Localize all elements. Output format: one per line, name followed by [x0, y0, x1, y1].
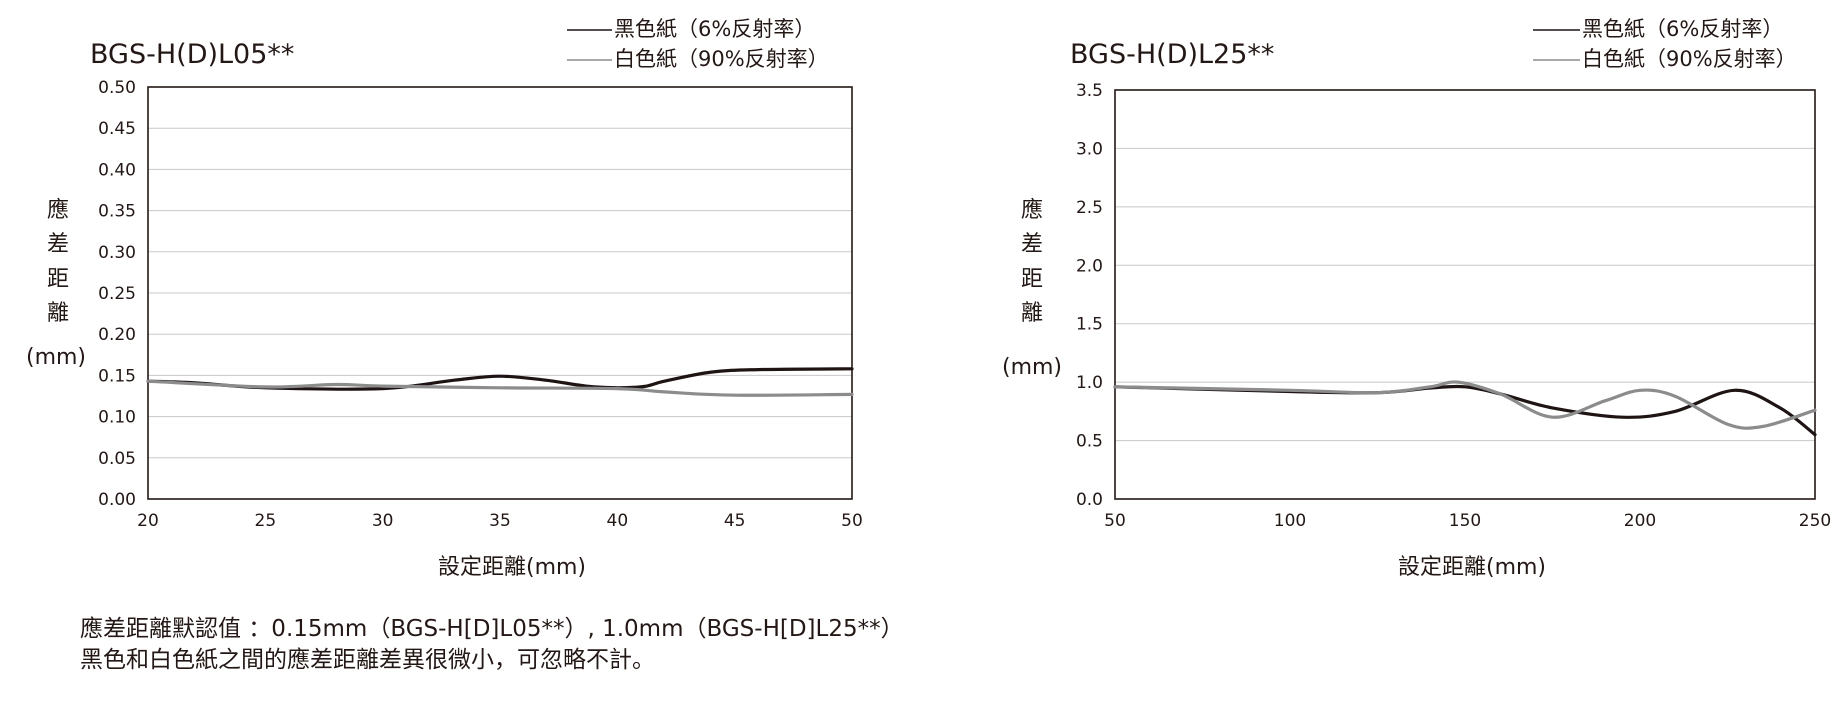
x-tick-label: 50	[1104, 511, 1126, 531]
y-tick-label: 3.5	[1076, 81, 1103, 101]
y-axis-label-char: 離	[47, 301, 69, 326]
y-tick-label: 0.10	[98, 408, 136, 428]
x-axis-label: 設定距離(mm)	[438, 555, 586, 580]
legend-entry: 白色紙（90%反射率）	[614, 47, 829, 71]
x-tick-label: 30	[372, 511, 394, 531]
y-axis-label-char: 應	[1021, 197, 1043, 223]
x-tick-label: 40	[607, 511, 629, 531]
x-tick-label: 100	[1274, 511, 1306, 531]
x-tick-label: 150	[1449, 511, 1481, 531]
y-axis-label-char: 差	[47, 232, 69, 257]
x-tick-label: 25	[255, 511, 277, 531]
y-tick-label: 0.20	[98, 325, 136, 345]
y-axis-label-char: 距	[1021, 267, 1043, 292]
chart-title: BGS-H(D)L25**	[1070, 39, 1274, 70]
legend-entry: 黑色紙（6%反射率）	[1582, 17, 1783, 41]
footnotes: 應差距離默認值 ：0.15mm（BGS-H[D]L05**）, 1.0mm（BG…	[80, 614, 904, 676]
x-tick-label: 200	[1624, 511, 1656, 531]
legend-entry: 黑色紙（6%反射率）	[614, 17, 815, 41]
y-axis-label-char: 應	[47, 197, 69, 223]
x-tick-label: 45	[724, 511, 746, 531]
y-axis-unit: (mm)	[26, 345, 86, 370]
y-tick-label: 0.35	[98, 202, 136, 222]
y-tick-label: 0.50	[98, 78, 136, 98]
series-line-black-paper	[1113, 384, 1817, 437]
y-tick-label: 0.25	[98, 284, 136, 304]
x-axis-label: 設定距離(mm)	[1398, 555, 1546, 580]
plot-frame	[147, 86, 853, 500]
y-axis-label-char: 差	[1021, 232, 1043, 257]
y-tick-label: 0.00	[98, 490, 136, 510]
chart-title: BGS-H(D)L05**	[90, 39, 294, 70]
y-tick-label: 0.45	[98, 119, 136, 139]
y-tick-label: 2.5	[1076, 198, 1103, 218]
y-tick-label: 0.15	[98, 366, 136, 386]
x-tick-label: 250	[1799, 511, 1831, 531]
y-tick-label: 3.0	[1076, 139, 1103, 159]
default-distance-note: 應差距離默認值 ：0.15mm（BGS-H[D]L05**）, 1.0mm（BG…	[80, 616, 904, 642]
series-line-white-paper	[146, 379, 854, 397]
x-tick-label: 20	[137, 511, 159, 531]
legend-entry: 白色紙（90%反射率）	[1582, 47, 1797, 71]
y-tick-label: 1.5	[1076, 315, 1103, 335]
y-axis-label-char: 距	[47, 267, 69, 292]
y-tick-label: 0.5	[1076, 432, 1103, 452]
y-tick-label: 0.0	[1076, 490, 1103, 510]
plot-frame	[1114, 89, 1816, 500]
x-tick-label: 35	[489, 511, 511, 531]
chart-bgs-l05: 0.00 0.05 0.10 0.15 0.20 0.25 0.30 0.35 0.40 0.45…	[26, 17, 863, 580]
x-tick-label: 50	[841, 511, 863, 531]
y-tick-label: 1.0	[1076, 373, 1103, 393]
y-tick-label: 2.0	[1076, 256, 1103, 276]
y-tick-label: 0.30	[98, 243, 136, 263]
y-axis-label-char: 離	[1021, 301, 1043, 326]
chart-bgs-l25: 0.0 0.5 1.0 1.5 2.0 2.5 3.0 3.5 50 100 150 200 250 BG…	[1002, 17, 1831, 580]
series-line-white-paper	[1113, 380, 1817, 430]
y-tick-label: 0.40	[98, 160, 136, 180]
difference-note: 黑色和白色紙之間的應差距離差異很微小，可忽略不計。	[80, 647, 655, 673]
y-tick-label: 0.05	[98, 449, 136, 469]
y-axis-unit: (mm)	[1002, 355, 1062, 380]
